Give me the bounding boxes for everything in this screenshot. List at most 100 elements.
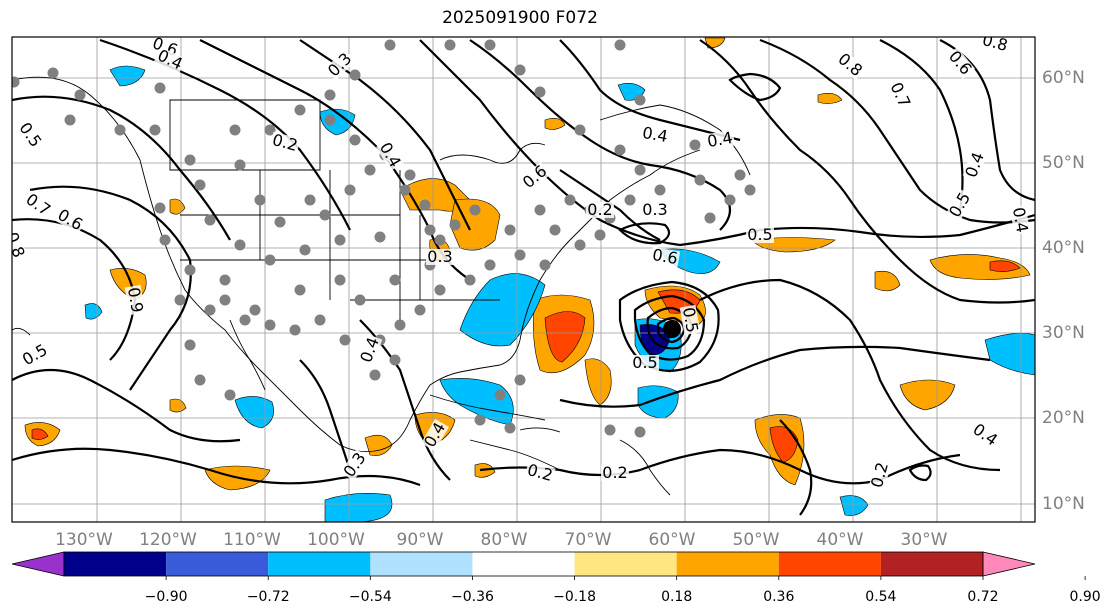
contour-line	[939, 39, 1035, 202]
colorbar-tick-label: 0.72	[967, 589, 998, 605]
coastline	[180, 170, 401, 320]
station-marker	[47, 67, 59, 79]
coastline	[619, 439, 671, 496]
station-marker	[594, 229, 606, 241]
colorbar-tick-label: −0.72	[247, 589, 290, 605]
contour-label-bg	[519, 161, 551, 193]
colorbar-segment	[64, 552, 167, 576]
station-marker	[194, 374, 206, 386]
longitude-tick-label: 130°W	[55, 530, 113, 550]
contour-label-bg	[15, 118, 45, 152]
station-marker	[384, 39, 396, 51]
station-points	[12, 39, 756, 438]
contour-label-bg	[153, 46, 187, 74]
station-marker	[634, 164, 646, 176]
station-marker	[494, 389, 506, 401]
station-marker	[204, 214, 216, 226]
shaded-region	[109, 65, 146, 87]
station-marker	[389, 354, 401, 366]
contour-label-bg	[639, 124, 671, 146]
station-marker	[434, 284, 446, 296]
contour-label: 0.4	[1009, 206, 1032, 234]
colorbar	[11, 551, 1036, 577]
contour-line	[879, 39, 964, 211]
contour-line	[559, 169, 661, 241]
shaded-region	[899, 379, 956, 411]
contour-label-bg	[649, 246, 681, 268]
station-marker	[634, 426, 646, 438]
contour-label-bg	[631, 355, 659, 371]
station-marker	[289, 324, 301, 336]
contour-label-bg	[962, 149, 988, 181]
colorbar-tick-label: 0.36	[763, 589, 794, 605]
station-marker	[184, 339, 196, 351]
station-marker	[539, 259, 551, 271]
station-marker	[249, 304, 261, 316]
station-marker	[239, 314, 251, 326]
station-marker	[484, 39, 496, 51]
longitude-tick-labels: 130°W 120°W 110°W 100°W 90°W 80°W 70°W 60°W 50°W…	[55, 530, 948, 550]
station-marker	[219, 294, 231, 306]
station-marker	[154, 82, 166, 94]
contour-label-bg	[868, 459, 892, 491]
station-marker	[274, 216, 286, 228]
station-marker	[414, 304, 426, 316]
contour-label-bg	[641, 202, 669, 218]
colorbar-tick-label: 0.54	[865, 589, 896, 605]
contour-label-bg	[704, 129, 736, 151]
station-marker	[634, 94, 646, 106]
colorbar-tick-label: 0.90	[1070, 589, 1101, 605]
station-marker	[254, 194, 266, 206]
contour-line	[559, 345, 991, 408]
station-marker	[404, 169, 416, 181]
shaded-region	[169, 398, 187, 413]
contour-label: 0.5	[679, 306, 702, 334]
latitude-tick-labels: 60°N 50°N 40°N 30°N 20°N 10°N	[1042, 68, 1085, 514]
station-marker	[464, 274, 476, 286]
shaded-region	[817, 93, 843, 104]
colorbar-segment	[676, 552, 779, 576]
contour-line	[12, 368, 241, 443]
colorbar-extend-low	[11, 551, 65, 577]
shaded-region	[84, 303, 103, 320]
station-marker	[704, 212, 716, 224]
shaded-region	[544, 118, 566, 130]
contour-line	[618, 222, 671, 245]
contour-label-bg	[886, 78, 914, 112]
station-marker	[324, 114, 336, 126]
station-marker	[159, 234, 171, 246]
contour-line	[12, 95, 231, 241]
longitude-tick-label: 70°W	[565, 530, 612, 550]
coastline	[229, 319, 266, 391]
coastline	[180, 215, 500, 301]
shaded-region	[984, 333, 1035, 376]
contour-label: 0.2	[587, 200, 612, 219]
shaded-region	[704, 37, 726, 49]
station-marker	[114, 124, 126, 136]
contour-label-bg	[124, 284, 146, 316]
contour-label-bg	[21, 190, 55, 220]
shaded-region	[449, 198, 501, 251]
station-marker	[154, 202, 166, 214]
station-marker	[349, 134, 361, 146]
station-marker	[324, 89, 336, 101]
colorbar-extend-high	[982, 551, 1036, 577]
map-frame	[11, 36, 1036, 523]
shaded-region	[929, 254, 1031, 280]
colorbar-segment	[472, 552, 575, 576]
contour-line	[299, 359, 352, 471]
station-marker	[604, 424, 616, 436]
contour-label-bg	[679, 304, 701, 336]
contour-line	[908, 464, 932, 482]
longitude-tick-label: 100°W	[307, 530, 365, 550]
station-marker	[184, 154, 196, 166]
station-marker	[349, 69, 361, 81]
contour-line	[728, 72, 782, 102]
station-marker	[534, 204, 546, 216]
contour-line	[12, 218, 137, 361]
station-marker	[514, 249, 526, 261]
contour-label-bg	[357, 334, 383, 366]
contour-line	[646, 306, 694, 350]
contour-label: 0.6	[651, 245, 679, 268]
